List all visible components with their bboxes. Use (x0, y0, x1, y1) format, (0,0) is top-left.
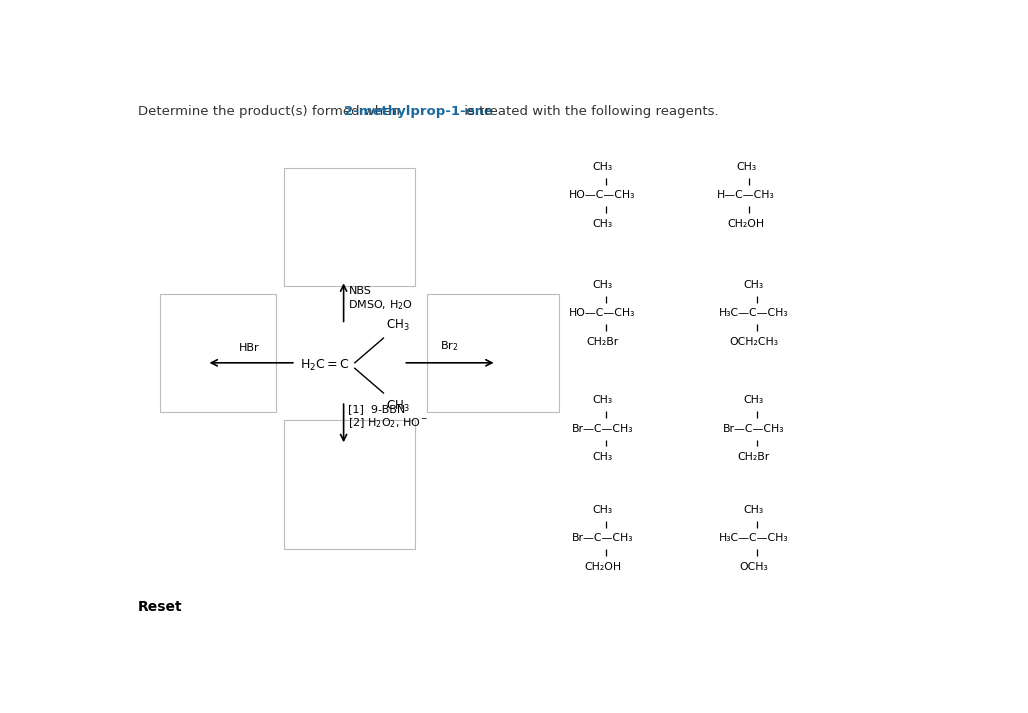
Text: OCH₃: OCH₃ (739, 562, 768, 572)
Text: Determine the product(s) formed when: Determine the product(s) formed when (138, 105, 404, 118)
Text: is treated with the following reagents.: is treated with the following reagents. (460, 105, 719, 118)
Text: CH₂OH: CH₂OH (584, 562, 621, 572)
Text: HO—C—CH₃: HO—C—CH₃ (570, 190, 635, 200)
Text: OCH₂CH₃: OCH₂CH₃ (730, 337, 778, 347)
Text: [2] H$_2$O$_2$, HO$^-$: [2] H$_2$O$_2$, HO$^-$ (348, 416, 429, 430)
Text: CH₂Br: CH₂Br (738, 452, 770, 462)
Text: CH₂OH: CH₂OH (728, 219, 765, 229)
Text: CH₃: CH₃ (736, 162, 756, 172)
Text: CH₃: CH₃ (592, 452, 613, 462)
Text: CH₃: CH₃ (592, 219, 613, 229)
Text: CH₂Br: CH₂Br (586, 337, 619, 347)
Text: HO—C—CH₃: HO—C—CH₃ (570, 309, 635, 319)
Text: CH$_3$: CH$_3$ (386, 399, 409, 414)
Text: [1]  9-BBN: [1] 9-BBN (348, 404, 406, 414)
Text: DMSO, H$_2$O: DMSO, H$_2$O (348, 298, 413, 312)
Text: CH₃: CH₃ (592, 162, 613, 172)
Text: CH₃: CH₃ (592, 395, 613, 405)
Text: 2-methylprop-1-ene: 2-methylprop-1-ene (344, 105, 493, 118)
Text: Br$_2$: Br$_2$ (440, 339, 458, 354)
Text: CH₃: CH₃ (592, 279, 613, 290)
Text: CH₃: CH₃ (744, 395, 764, 405)
Text: H₃C—C—CH₃: H₃C—C—CH₃ (720, 309, 788, 319)
Text: H$_2$C$=$C: H$_2$C$=$C (300, 358, 350, 373)
Text: CH₃: CH₃ (744, 505, 764, 515)
Bar (160, 294, 276, 412)
Text: Br—C—CH₃: Br—C—CH₃ (572, 533, 633, 543)
Text: H₃C—C—CH₃: H₃C—C—CH₃ (720, 533, 788, 543)
Bar (284, 421, 415, 550)
Text: Reset: Reset (138, 600, 183, 614)
Text: H—C—CH₃: H—C—CH₃ (718, 190, 775, 200)
Text: CH₃: CH₃ (592, 505, 613, 515)
Bar (284, 168, 415, 286)
Text: CH$_3$: CH$_3$ (386, 317, 409, 332)
Text: HBr: HBr (240, 344, 260, 354)
Text: Br—C—CH₃: Br—C—CH₃ (723, 424, 784, 434)
Text: NBS: NBS (348, 287, 371, 297)
Bar (428, 294, 559, 412)
Text: Br—C—CH₃: Br—C—CH₃ (572, 424, 633, 434)
Text: CH₃: CH₃ (744, 279, 764, 290)
